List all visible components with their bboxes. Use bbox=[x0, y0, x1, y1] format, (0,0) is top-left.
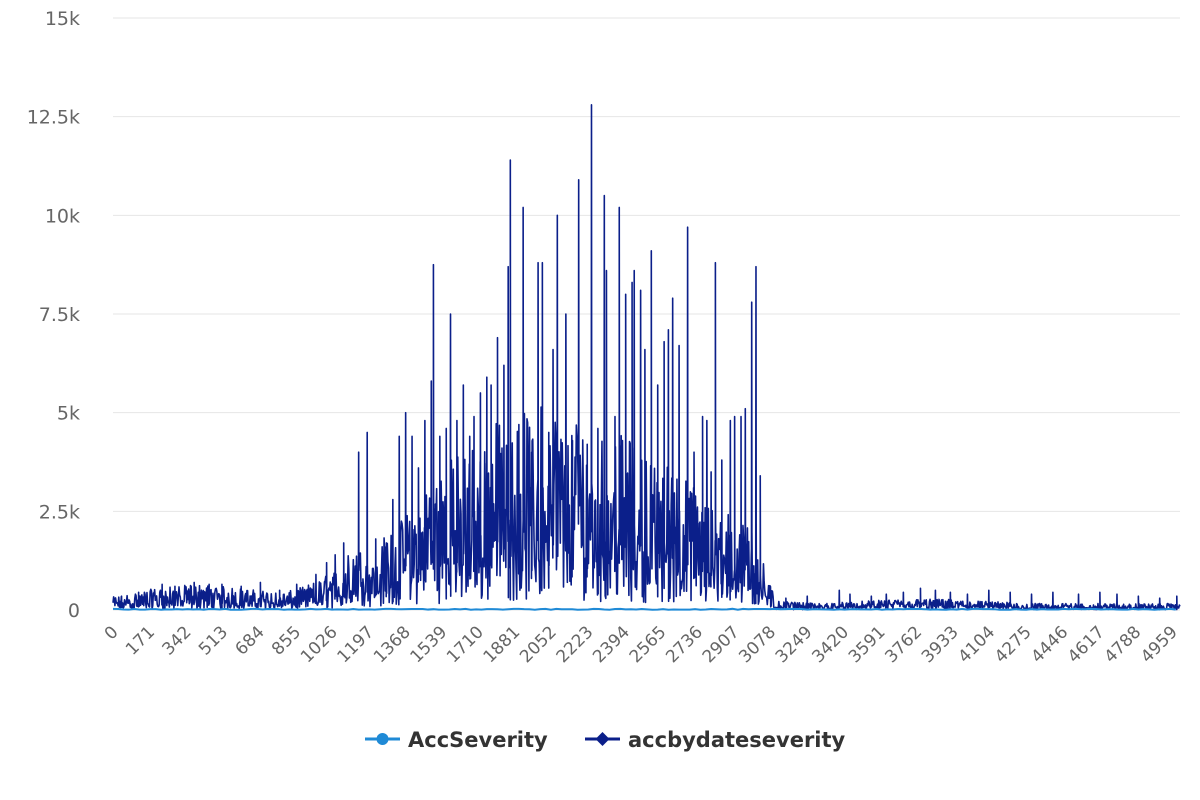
x-tick-label: 2223 bbox=[553, 622, 598, 667]
x-tick-label: 3078 bbox=[735, 622, 780, 667]
x-tick-label: 1197 bbox=[333, 622, 378, 667]
series-accseverity-line bbox=[112, 607, 1176, 611]
x-tick-label: 4275 bbox=[991, 622, 1036, 667]
x-tick-label: 0 bbox=[101, 622, 123, 644]
x-tick-label: 4104 bbox=[954, 622, 999, 667]
x-tick-label: 1710 bbox=[443, 622, 488, 667]
x-tick-label: 2736 bbox=[662, 622, 707, 667]
x-tick-label: 4959 bbox=[1137, 622, 1182, 667]
x-tick-label: 2394 bbox=[589, 622, 634, 667]
y-tick-label: 7.5k bbox=[39, 304, 80, 326]
x-tick-label: 3249 bbox=[772, 622, 817, 667]
legend-label-1[interactable]: accbydateseverity bbox=[628, 728, 846, 752]
x-axis-ticks: 0 171 342 513 684 855102611971368153917101881… bbox=[101, 622, 1182, 667]
y-tick-label: 12.5k bbox=[27, 107, 80, 129]
x-tick-label: 2907 bbox=[699, 622, 744, 667]
legend-label-0[interactable]: AccSeverity bbox=[408, 728, 548, 752]
x-tick-label: 3420 bbox=[808, 622, 853, 667]
x-tick-label: 2565 bbox=[626, 622, 671, 667]
legend: AccSeverity accbydateseverity bbox=[365, 728, 846, 752]
x-tick-label: 342 bbox=[159, 622, 196, 659]
x-tick-label: 4446 bbox=[1028, 622, 1073, 667]
x-tick-label: 2052 bbox=[516, 622, 561, 667]
y-axis-ticks: 0 2.5k 5k 7.5k 10k 12.5k 15k bbox=[27, 8, 80, 622]
legend-circle-marker-icon[interactable] bbox=[376, 733, 389, 745]
x-tick-label: 171 bbox=[122, 622, 159, 659]
y-tick-label: 2.5k bbox=[39, 501, 80, 523]
series-accbydateseverity-line bbox=[112, 104, 1181, 611]
x-tick-label: 1026 bbox=[297, 622, 342, 667]
x-tick-label: 1539 bbox=[407, 622, 452, 667]
y-tick-label: 0 bbox=[68, 600, 80, 622]
x-tick-label: 4617 bbox=[1064, 622, 1109, 667]
x-tick-label: 684 bbox=[232, 622, 269, 659]
x-tick-label: 513 bbox=[195, 622, 232, 659]
x-tick-label: 4788 bbox=[1101, 622, 1146, 667]
x-tick-label: 3762 bbox=[881, 622, 926, 667]
gridlines bbox=[113, 17, 1180, 611]
x-tick-label: 1368 bbox=[370, 622, 415, 667]
y-tick-label: 10k bbox=[45, 205, 80, 227]
y-tick-label: 5k bbox=[57, 403, 80, 425]
y-tick-label: 15k bbox=[45, 8, 80, 30]
x-tick-label: 3591 bbox=[845, 622, 890, 667]
series-layer bbox=[112, 104, 1181, 611]
legend-diamond-marker-icon[interactable] bbox=[595, 732, 610, 746]
x-tick-label: 1881 bbox=[480, 622, 525, 667]
x-tick-label: 3933 bbox=[918, 622, 963, 667]
